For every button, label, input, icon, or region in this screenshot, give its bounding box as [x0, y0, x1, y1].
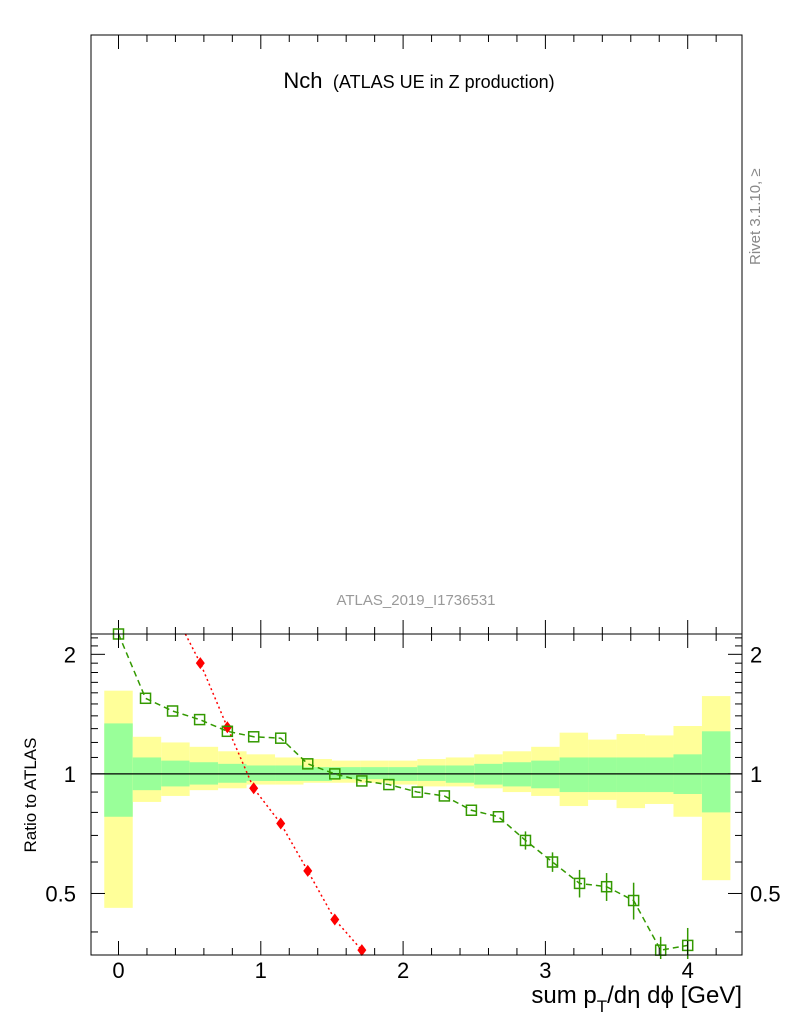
- x-tick-label: 4: [682, 958, 694, 983]
- uncertainty-bands: [104, 690, 731, 908]
- band-inner: [645, 757, 674, 793]
- y-tick-label-right: 0.5: [750, 881, 781, 906]
- y-tick-label-left: 2: [64, 642, 76, 667]
- data-point: [600, 880, 613, 893]
- data-point: [546, 856, 559, 868]
- x-axis-title-pre: sum p: [531, 982, 596, 1009]
- data-point: [465, 804, 478, 816]
- data-point: [357, 944, 367, 957]
- data-point: [247, 731, 260, 743]
- data-point: [330, 913, 340, 926]
- data-point: [193, 713, 206, 726]
- series-line: [117, 633, 688, 951]
- data-point: [195, 657, 205, 670]
- data-point: [249, 782, 259, 795]
- x-tick-label: 1: [255, 958, 267, 983]
- data-point: [274, 732, 287, 744]
- x-axis-title-post: /dη dϕ [GeV]: [607, 982, 742, 1009]
- y-tick-label-right: 2: [750, 642, 762, 667]
- data-point: [302, 758, 314, 770]
- x-axis-title: sum pT/dη dϕ [GeV]: [531, 982, 742, 1016]
- data-point: [411, 786, 424, 798]
- ratio-panel-ticks: [91, 634, 742, 955]
- version-label: Rivet 3.1.10, ≥: [747, 168, 764, 265]
- band-inner: [417, 765, 446, 781]
- data-point: [329, 768, 341, 780]
- data-point: [573, 877, 586, 890]
- band-inner: [588, 757, 617, 793]
- x-axis-title-sub: T: [597, 997, 607, 1016]
- ratio-panel-frame: [90, 633, 743, 956]
- series-0: [184, 633, 367, 957]
- main-panel-frame: [90, 34, 743, 635]
- analysis-label: ATLAS_2019_I1736531: [336, 592, 495, 609]
- data-point: [356, 775, 368, 787]
- band-inner: [559, 757, 589, 793]
- band-inner: [246, 765, 276, 781]
- y-tick-label-left: 1: [64, 762, 76, 787]
- band-inner: [616, 757, 646, 793]
- data-point: [383, 778, 395, 791]
- x-tick-label: 2: [397, 958, 409, 983]
- title-sub: (ATLAS UE in Z production): [333, 72, 555, 92]
- main-panel-ticks: [118, 35, 717, 634]
- data-point: [276, 817, 286, 830]
- x-tick-label: 0: [112, 958, 124, 983]
- data-point: [303, 864, 313, 877]
- tick-labels: 0 1 2 3 4 0.5 0.5 1 1 2 2: [45, 642, 780, 983]
- ratio-ylabel: Ratio to ATLAS: [21, 738, 40, 853]
- data-point: [166, 705, 179, 717]
- y-tick-label-right: 1: [750, 762, 762, 787]
- data-point: [139, 692, 152, 705]
- y-tick-label-left: 0.5: [45, 881, 76, 906]
- title-main: Nch: [283, 68, 322, 93]
- data-point: [492, 811, 505, 823]
- band-inner: [360, 767, 389, 780]
- data-point: [627, 894, 640, 907]
- data-point: [221, 725, 234, 738]
- band-inner: [701, 731, 731, 813]
- x-tick-label: 3: [539, 958, 551, 983]
- band-inner: [218, 763, 247, 783]
- data-point: [519, 834, 532, 847]
- series-line: [184, 633, 363, 951]
- data-point: [438, 790, 451, 802]
- plot-title: Nch (ATLAS UE in Z production): [283, 68, 554, 93]
- band-inner: [275, 765, 304, 781]
- band-inner: [104, 723, 133, 817]
